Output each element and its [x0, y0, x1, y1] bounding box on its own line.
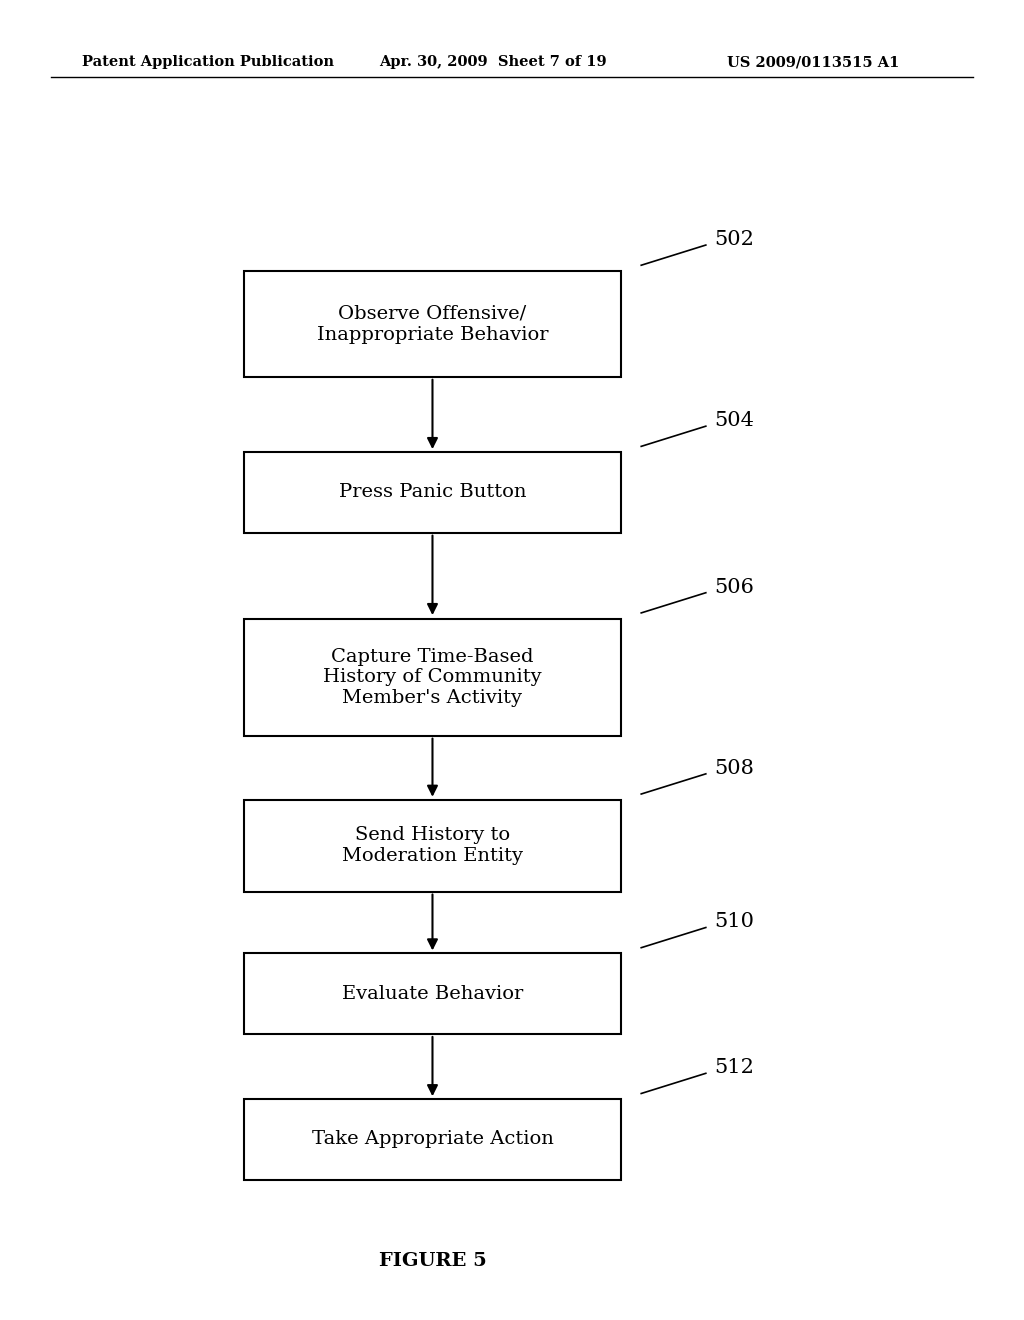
- FancyBboxPatch shape: [244, 953, 622, 1034]
- Point: [635, 940, 647, 956]
- Point: [699, 920, 712, 936]
- FancyBboxPatch shape: [244, 271, 622, 378]
- Text: 512: 512: [714, 1059, 754, 1077]
- Line: 2 pts: 2 pts: [641, 593, 706, 612]
- Line: 2 pts: 2 pts: [641, 928, 706, 948]
- Point: [635, 257, 647, 273]
- Text: 510: 510: [714, 912, 754, 932]
- Text: Patent Application Publication: Patent Application Publication: [82, 55, 334, 70]
- Text: 508: 508: [714, 759, 754, 777]
- Line: 2 pts: 2 pts: [641, 246, 706, 265]
- FancyBboxPatch shape: [244, 619, 622, 737]
- Point: [699, 766, 712, 781]
- Point: [635, 605, 647, 620]
- Line: 2 pts: 2 pts: [641, 774, 706, 795]
- Text: 504: 504: [714, 411, 754, 430]
- Text: Capture Time-Based
History of Community
Member's Activity: Capture Time-Based History of Community …: [324, 648, 542, 708]
- Line: 2 pts: 2 pts: [641, 1073, 706, 1093]
- Point: [635, 1085, 647, 1101]
- Point: [699, 238, 712, 253]
- Text: Take Appropriate Action: Take Appropriate Action: [311, 1130, 553, 1148]
- FancyBboxPatch shape: [244, 800, 622, 891]
- Line: 2 pts: 2 pts: [641, 426, 706, 446]
- Point: [699, 1065, 712, 1081]
- Text: US 2009/0113515 A1: US 2009/0113515 A1: [727, 55, 899, 70]
- Text: Observe Offensive/
Inappropriate Behavior: Observe Offensive/ Inappropriate Behavio…: [316, 305, 548, 343]
- Text: 502: 502: [714, 230, 754, 249]
- Text: Apr. 30, 2009  Sheet 7 of 19: Apr. 30, 2009 Sheet 7 of 19: [379, 55, 606, 70]
- FancyBboxPatch shape: [244, 451, 622, 533]
- Text: Send History to
Moderation Entity: Send History to Moderation Entity: [342, 826, 523, 865]
- Text: FIGURE 5: FIGURE 5: [379, 1251, 486, 1270]
- Text: Press Panic Button: Press Panic Button: [339, 483, 526, 502]
- FancyBboxPatch shape: [244, 1100, 622, 1180]
- Text: Evaluate Behavior: Evaluate Behavior: [342, 985, 523, 1003]
- Point: [635, 787, 647, 803]
- Point: [699, 585, 712, 601]
- Point: [699, 418, 712, 434]
- Text: 506: 506: [714, 578, 754, 597]
- Point: [635, 438, 647, 454]
